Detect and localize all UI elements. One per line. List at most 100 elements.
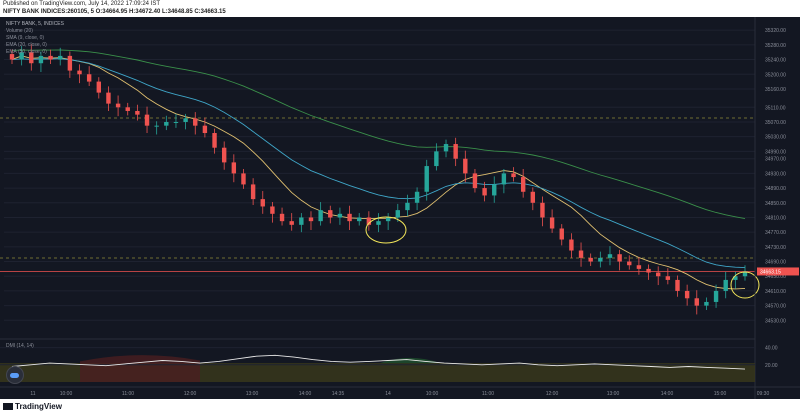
dmi-pane: 40.00 20.00	[0, 338, 778, 382]
candle-body	[260, 199, 265, 207]
publish-header: Published on TradingView.com, July 14, 2…	[0, 0, 800, 17]
last-price-label: 34663.15	[760, 269, 781, 275]
indicator-legend: NIFTY BANK, 5, INDICES Volume (20) SMA (…	[6, 21, 64, 56]
candle-body	[115, 103, 121, 108]
candle-body	[337, 213, 343, 218]
price-axis: 35320.00 35280.00 35240.00 35200.00 35160.00…	[754, 17, 799, 399]
candle-body	[279, 213, 285, 222]
price-tick-label: 35110.00	[765, 105, 786, 111]
price-tick-label: 35030.00	[765, 135, 786, 141]
candle-body	[598, 257, 603, 262]
tradingview-brand: TradingView	[15, 402, 62, 411]
candle-body	[250, 184, 256, 200]
legend-item[interactable]: EMA (20, close, 0)	[6, 42, 47, 48]
candle-body	[212, 133, 217, 148]
symbol-ohlc-line: NIFTY BANK INDICES:260105, 5 O:34664.95 …	[3, 9, 226, 15]
candlesticks	[9, 44, 748, 315]
candle-body	[125, 107, 130, 111]
price-tick-label: 34570.00	[765, 304, 786, 310]
candle-body	[164, 121, 169, 126]
price-tick-label: 35070.00	[765, 120, 786, 126]
candle-body	[19, 52, 24, 60]
time-tick-label: 10:00	[60, 391, 73, 397]
candle-body	[395, 210, 400, 218]
candle-body	[366, 217, 372, 225]
candle-body	[193, 118, 198, 126]
chart-canvas[interactable]: 35320.00 35280.00 35240.00 35200.00 35160.00…	[0, 17, 800, 399]
price-tick-label: 34650.00	[765, 274, 786, 280]
candle-body	[173, 121, 179, 123]
price-tick-label: 34690.00	[765, 260, 786, 266]
candle-body	[665, 276, 671, 280]
candle-body	[569, 239, 574, 251]
candle-body	[723, 279, 728, 291]
tradingview-logo: TradingView	[3, 402, 62, 411]
candle-body	[318, 210, 323, 222]
candle-body	[144, 114, 150, 126]
legend-item[interactable]: Volume (20)	[6, 28, 33, 34]
sma-line	[11, 55, 746, 290]
candle-body	[347, 213, 352, 222]
candle-body	[106, 92, 111, 104]
candle-body	[511, 173, 516, 178]
candle-body	[154, 125, 159, 127]
candle-body	[96, 81, 102, 93]
dashed-levels	[0, 117, 755, 272]
candle-body	[221, 147, 227, 163]
candle-body	[241, 173, 246, 185]
annotation-circle	[730, 271, 760, 299]
candle-body	[48, 55, 53, 60]
candle-body	[328, 210, 333, 218]
candle-body	[357, 217, 362, 222]
candle-body	[135, 110, 140, 115]
time-tick-label: 14	[385, 391, 391, 397]
candle-body	[434, 151, 439, 167]
published-timestamp: Published on TradingView.com, July 14, 2…	[3, 1, 160, 7]
candle-body	[385, 217, 391, 222]
candle-body	[270, 206, 275, 214]
price-tick-label: 34930.00	[765, 171, 786, 177]
candle-body	[684, 290, 690, 299]
candle-body	[733, 276, 738, 280]
ema50-line	[11, 49, 746, 220]
candle-body	[588, 257, 593, 262]
annotation-circle	[365, 216, 407, 244]
dmi-tick-label: 20.00	[765, 363, 778, 369]
candle-body	[617, 254, 622, 262]
chart-area[interactable]: 35320.00 35280.00 35240.00 35200.00 35160.00…	[0, 17, 800, 399]
cloud-save-icon[interactable]	[6, 366, 24, 384]
candle-body	[183, 118, 188, 122]
candle-body	[414, 191, 420, 203]
dmi-tick-label: 40.00	[765, 346, 778, 352]
time-tick-label: 15:00	[714, 391, 727, 397]
candle-body	[231, 162, 237, 174]
candle-body	[67, 55, 73, 71]
candle-body	[463, 158, 468, 174]
price-tick-label: 34730.00	[765, 245, 786, 251]
candle-body	[704, 301, 709, 306]
candle-body	[58, 55, 63, 60]
time-tick-label: 11:00	[482, 391, 494, 397]
legend-item[interactable]: SMA (9, close, 0)	[6, 35, 45, 41]
candle-body	[559, 228, 564, 240]
price-tick-label: 35320.00	[765, 28, 786, 34]
candle-body	[578, 250, 584, 258]
price-tick-label: 34810.00	[765, 215, 786, 221]
candle-body	[29, 52, 34, 64]
time-tick-label: 11:00	[122, 391, 134, 397]
candle-body	[675, 279, 680, 291]
price-tick-label: 34850.00	[765, 201, 786, 207]
price-tick-label: 35200.00	[765, 72, 786, 78]
time-tick-label: 12:00	[184, 391, 197, 397]
candle-body	[472, 173, 478, 189]
candle-body	[627, 261, 632, 266]
price-tick-label: 34990.00	[765, 149, 786, 155]
legend-item[interactable]: EMA (50, close, 0)	[6, 49, 47, 55]
price-tick-label: 35240.00	[765, 58, 786, 64]
candle-body	[520, 177, 526, 192]
legend-symbol: NIFTY BANK, 5, INDICES	[6, 21, 64, 27]
candle-body	[443, 144, 449, 152]
time-tick-label: 09:30	[757, 391, 770, 397]
candle-body	[453, 144, 458, 159]
candle-body	[694, 298, 699, 306]
